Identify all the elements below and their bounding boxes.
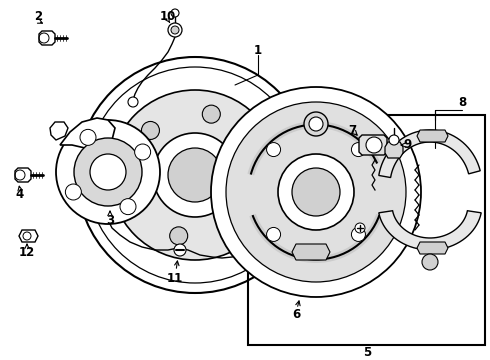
Text: 6: 6 bbox=[292, 309, 300, 321]
Circle shape bbox=[110, 90, 280, 260]
Circle shape bbox=[170, 227, 188, 245]
Text: 11: 11 bbox=[167, 271, 183, 284]
Circle shape bbox=[355, 223, 365, 233]
Polygon shape bbox=[379, 130, 480, 177]
Polygon shape bbox=[19, 230, 38, 242]
Polygon shape bbox=[385, 142, 403, 158]
Text: 8: 8 bbox=[458, 95, 466, 108]
Text: 3: 3 bbox=[106, 213, 114, 226]
Polygon shape bbox=[417, 242, 448, 254]
Text: 4: 4 bbox=[16, 189, 24, 202]
Circle shape bbox=[231, 211, 248, 229]
Circle shape bbox=[244, 253, 252, 261]
Polygon shape bbox=[15, 168, 31, 182]
Polygon shape bbox=[417, 130, 448, 142]
Circle shape bbox=[309, 117, 323, 131]
Polygon shape bbox=[379, 211, 481, 250]
Text: 5: 5 bbox=[363, 346, 371, 359]
Circle shape bbox=[292, 168, 340, 216]
Circle shape bbox=[128, 97, 138, 107]
Circle shape bbox=[174, 244, 186, 256]
Circle shape bbox=[74, 138, 142, 206]
Circle shape bbox=[202, 105, 220, 123]
Polygon shape bbox=[39, 31, 55, 45]
Text: 12: 12 bbox=[19, 247, 35, 260]
Circle shape bbox=[135, 144, 150, 160]
Circle shape bbox=[168, 148, 222, 202]
Circle shape bbox=[65, 184, 81, 200]
Circle shape bbox=[77, 57, 313, 293]
Circle shape bbox=[389, 135, 399, 145]
Polygon shape bbox=[359, 135, 387, 155]
Circle shape bbox=[211, 87, 421, 297]
Text: 9: 9 bbox=[403, 139, 411, 152]
Circle shape bbox=[153, 133, 237, 217]
Circle shape bbox=[351, 228, 366, 242]
Circle shape bbox=[56, 120, 160, 224]
Circle shape bbox=[267, 228, 281, 242]
Circle shape bbox=[267, 143, 281, 157]
Circle shape bbox=[366, 137, 382, 153]
Circle shape bbox=[226, 102, 406, 282]
Bar bbox=[248, 115, 485, 345]
Circle shape bbox=[351, 143, 366, 157]
Circle shape bbox=[422, 254, 438, 270]
Polygon shape bbox=[292, 244, 330, 260]
Circle shape bbox=[241, 250, 255, 264]
Circle shape bbox=[171, 9, 179, 17]
Circle shape bbox=[304, 112, 328, 136]
Circle shape bbox=[278, 154, 354, 230]
Circle shape bbox=[243, 139, 261, 157]
Circle shape bbox=[142, 121, 159, 139]
Polygon shape bbox=[50, 122, 68, 140]
Circle shape bbox=[168, 23, 182, 37]
Text: 2: 2 bbox=[34, 9, 42, 22]
Circle shape bbox=[80, 129, 96, 145]
Circle shape bbox=[120, 199, 136, 215]
Text: 1: 1 bbox=[254, 44, 262, 57]
Text: 10: 10 bbox=[160, 9, 176, 22]
Circle shape bbox=[90, 154, 126, 190]
Polygon shape bbox=[60, 118, 115, 148]
Circle shape bbox=[125, 182, 143, 200]
Circle shape bbox=[171, 26, 179, 34]
Text: 7: 7 bbox=[348, 123, 356, 136]
